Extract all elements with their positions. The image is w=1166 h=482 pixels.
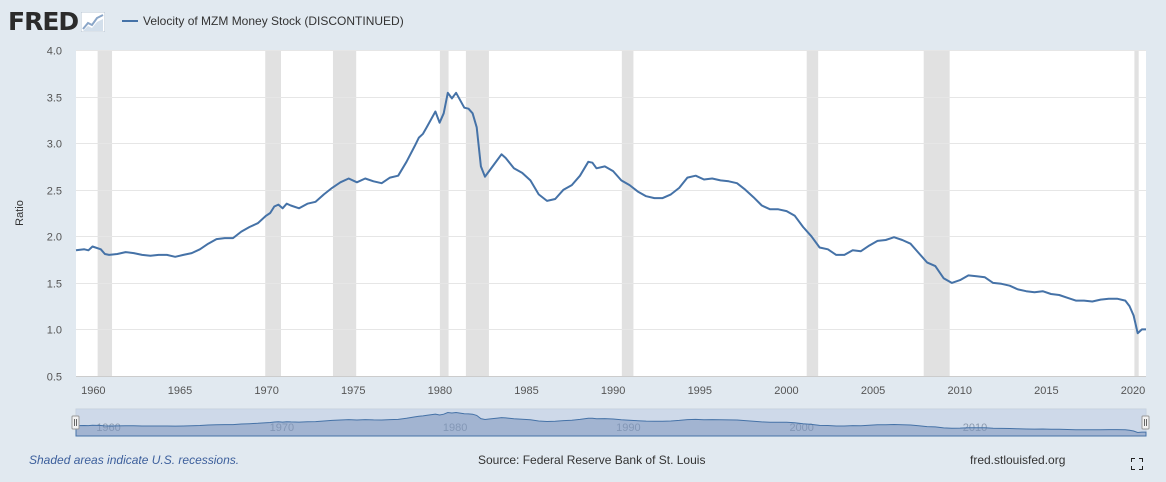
x-tick-label: 1965 [168, 385, 192, 397]
x-tick-label: 2020 [1121, 385, 1145, 397]
x-tick-label: 1980 [428, 385, 452, 397]
x-tick-label: 1985 [514, 385, 538, 397]
recession-band [923, 50, 950, 376]
legend-swatch [122, 20, 138, 22]
x-tick-label: 2005 [861, 385, 885, 397]
recession-band [621, 50, 634, 376]
y-tick-label: 2.5 [47, 186, 62, 198]
recession-band [439, 50, 449, 376]
x-tick-label: 1995 [688, 385, 712, 397]
chart-legend[interactable]: Velocity of MZM Money Stock (DISCONTINUE… [122, 11, 404, 31]
recession-note: Shaded areas indicate U.S. recessions. [29, 453, 240, 467]
recession-band [1134, 50, 1139, 376]
navigator-left-handle[interactable] [71, 415, 80, 430]
navigator[interactable]: 196019701980199020002010 [71, 408, 1150, 437]
y-tick-label: 3.5 [47, 93, 62, 105]
series-line[interactable] [75, 91, 1146, 335]
source-note: Source: Federal Reserve Bank of St. Loui… [478, 453, 706, 467]
fullscreen-icon[interactable] [1131, 458, 1143, 470]
x-tick-label: 1975 [341, 385, 365, 397]
plot-area [76, 50, 1146, 376]
source-url-link[interactable]: fred.stlouisfed.org [970, 453, 1066, 467]
legend-label: Velocity of MZM Money Stock (DISCONTINUE… [143, 14, 404, 28]
recession-band [806, 50, 819, 376]
x-tick-label: 1990 [601, 385, 625, 397]
recession-band [265, 50, 281, 376]
y-tick-label: 2.0 [47, 232, 62, 244]
x-tick-label: 1970 [254, 385, 278, 397]
recession-bands [97, 50, 1139, 376]
y-tick-labels: 0.5 1.0 1.5 2.0 2.5 3.0 3.5 4.0 [47, 46, 62, 384]
fred-logo[interactable]: FRED [8, 6, 106, 36]
recession-band [465, 50, 489, 376]
x-tick-label: 1960 [81, 385, 105, 397]
line-chart-icon [81, 12, 106, 32]
x-tick-label: 2010 [947, 385, 971, 397]
y-tick-label: 1.5 [47, 279, 62, 291]
navigator-right-handle[interactable] [1141, 415, 1150, 430]
y-tick-label: 4.0 [47, 46, 62, 58]
chart-header: FRED Velocity of MZM Money Stock (DISCON… [0, 0, 1166, 44]
recession-band [332, 50, 357, 376]
x-tick-label: 2015 [1034, 385, 1058, 397]
y-tick-label: 1.0 [47, 325, 62, 337]
recession-band [97, 50, 113, 376]
y-tick-label: 0.5 [47, 372, 62, 384]
x-tick-label: 2000 [774, 385, 798, 397]
x-tick-labels: 1960 1965 1970 1975 1980 1985 1990 1995 2000 2005… [81, 385, 1145, 397]
y-tick-label: 3.0 [47, 139, 62, 151]
logo-text: FRED [8, 6, 79, 36]
y-axis-label: Ratio [14, 200, 26, 226]
navigator-series-area [75, 411, 1147, 437]
